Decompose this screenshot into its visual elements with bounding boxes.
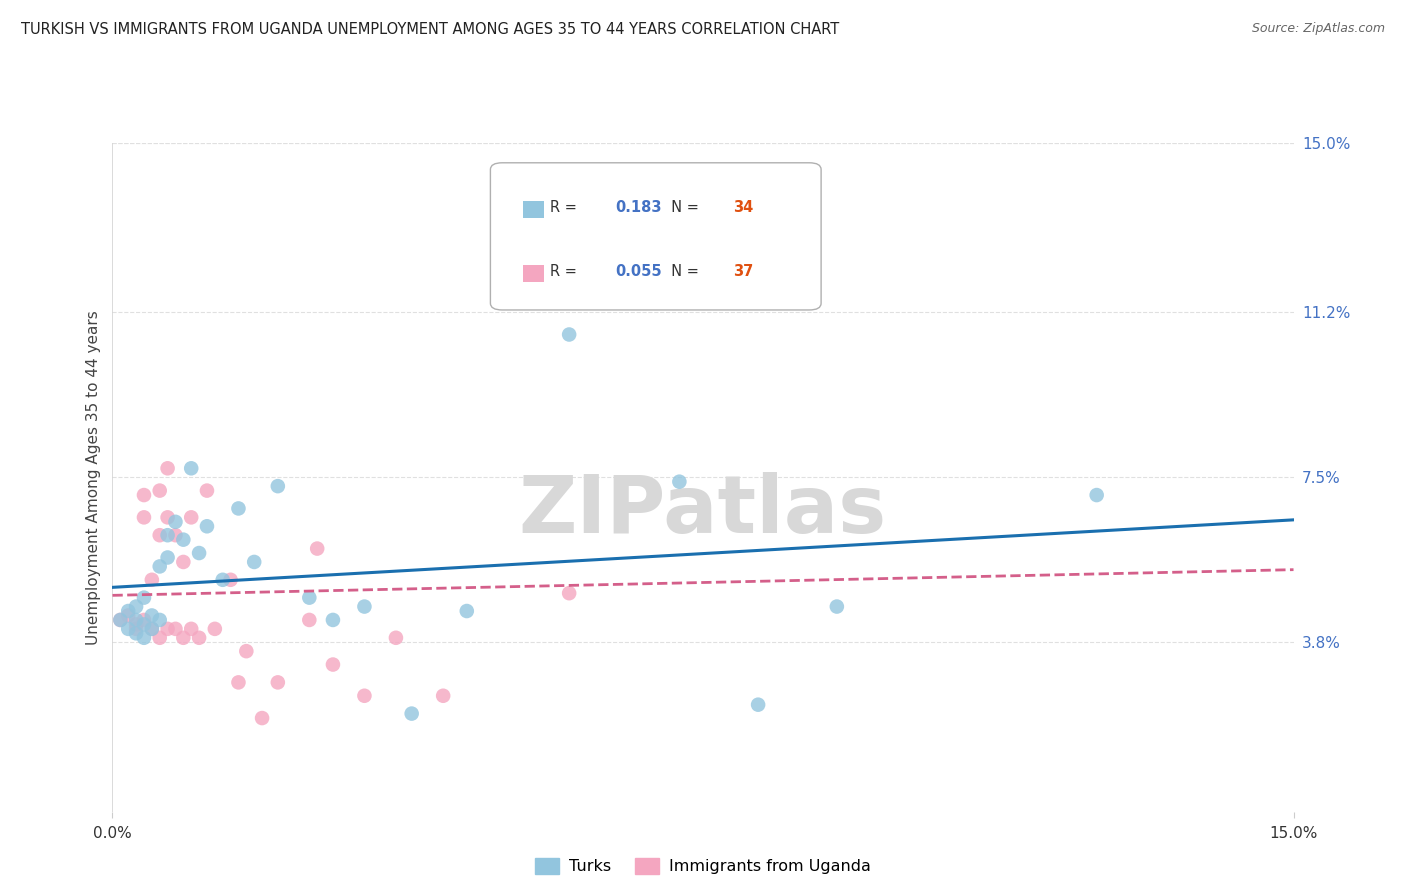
Point: [747, 698, 769, 712]
Text: R =: R =: [550, 264, 586, 279]
Point: [558, 586, 581, 600]
Y-axis label: Unemployment Among Ages 35 to 44 years: Unemployment Among Ages 35 to 44 years: [86, 310, 101, 645]
Point: [825, 599, 848, 614]
Point: [250, 711, 273, 725]
Point: [156, 528, 179, 542]
Point: [322, 657, 344, 672]
Point: [141, 608, 163, 623]
Point: [117, 604, 139, 618]
Point: [401, 706, 423, 721]
Point: [149, 528, 172, 542]
Point: [149, 483, 172, 498]
Point: [156, 550, 179, 565]
Point: [211, 573, 233, 587]
Text: ZIPatlas: ZIPatlas: [519, 472, 887, 549]
Legend: Turks, Immigrants from Uganda: Turks, Immigrants from Uganda: [529, 851, 877, 880]
Point: [195, 483, 218, 498]
Point: [267, 479, 290, 493]
Point: [298, 613, 321, 627]
Point: [132, 617, 155, 632]
Point: [110, 613, 132, 627]
Point: [125, 622, 148, 636]
Point: [172, 533, 194, 547]
Point: [132, 510, 155, 524]
Point: [141, 622, 163, 636]
Point: [180, 510, 202, 524]
Point: [456, 604, 478, 618]
Point: [228, 675, 250, 690]
Point: [125, 599, 148, 614]
Point: [125, 617, 148, 632]
Point: [195, 519, 218, 533]
FancyBboxPatch shape: [523, 266, 544, 282]
Point: [558, 327, 581, 342]
Point: [141, 573, 163, 587]
Point: [132, 488, 155, 502]
Point: [188, 631, 211, 645]
Point: [125, 626, 148, 640]
Point: [117, 608, 139, 623]
Text: 34: 34: [733, 200, 754, 215]
Point: [243, 555, 266, 569]
Text: TURKISH VS IMMIGRANTS FROM UGANDA UNEMPLOYMENT AMONG AGES 35 TO 44 YEARS CORRELA: TURKISH VS IMMIGRANTS FROM UGANDA UNEMPL…: [21, 22, 839, 37]
Text: N =: N =: [662, 200, 704, 215]
Point: [149, 631, 172, 645]
Point: [180, 461, 202, 475]
Point: [510, 283, 533, 297]
Point: [219, 573, 242, 587]
Point: [188, 546, 211, 560]
Point: [235, 644, 257, 658]
Point: [180, 622, 202, 636]
Point: [132, 631, 155, 645]
Point: [110, 613, 132, 627]
Point: [149, 559, 172, 574]
Text: N =: N =: [662, 264, 704, 279]
Point: [165, 528, 187, 542]
Point: [172, 631, 194, 645]
Text: 37: 37: [733, 264, 754, 279]
Point: [385, 631, 408, 645]
Point: [165, 622, 187, 636]
Point: [1085, 488, 1108, 502]
Point: [298, 591, 321, 605]
Text: R =: R =: [550, 200, 586, 215]
Point: [132, 591, 155, 605]
Point: [156, 622, 179, 636]
Point: [149, 613, 172, 627]
Point: [668, 475, 690, 489]
Point: [156, 461, 179, 475]
Point: [307, 541, 329, 556]
Point: [172, 555, 194, 569]
Point: [141, 622, 163, 636]
Point: [165, 515, 187, 529]
Point: [204, 622, 226, 636]
Point: [267, 675, 290, 690]
Text: Source: ZipAtlas.com: Source: ZipAtlas.com: [1251, 22, 1385, 36]
FancyBboxPatch shape: [491, 163, 821, 310]
Point: [353, 689, 375, 703]
Point: [353, 599, 375, 614]
Point: [125, 613, 148, 627]
Point: [432, 689, 454, 703]
Point: [156, 510, 179, 524]
Point: [117, 622, 139, 636]
Text: 0.055: 0.055: [614, 264, 662, 279]
Text: 0.183: 0.183: [614, 200, 661, 215]
Point: [228, 501, 250, 516]
Point: [322, 613, 344, 627]
FancyBboxPatch shape: [523, 202, 544, 218]
Point: [132, 613, 155, 627]
